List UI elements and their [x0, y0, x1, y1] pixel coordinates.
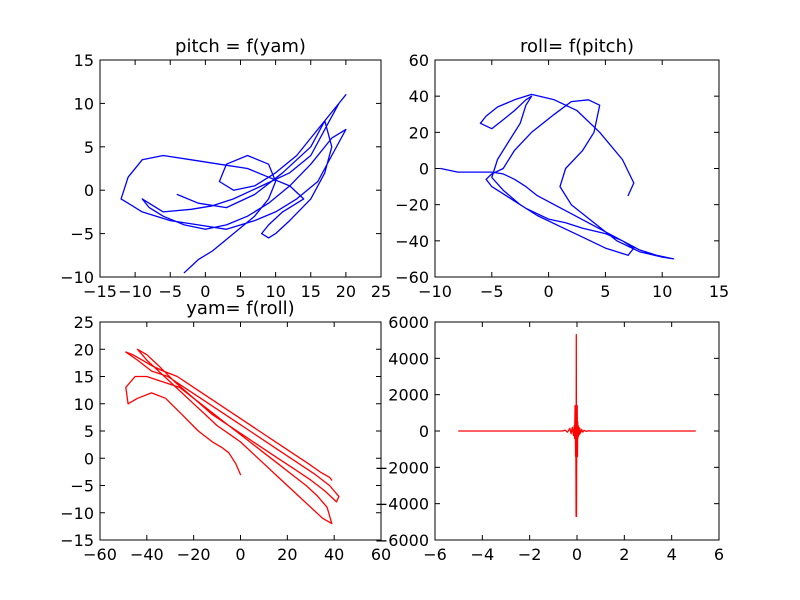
spike-xtick-label: −2: [518, 545, 542, 564]
pitch-vs-yaw-ytick-label: −10: [60, 268, 94, 287]
roll-vs-pitch-title: roll= f(pitch): [520, 36, 634, 57]
pitch-vs-yaw-xtick-label: −15: [83, 282, 117, 301]
roll-vs-pitch-ytick-label: −60: [395, 268, 429, 287]
yaw-vs-roll-ytick-label: 25: [74, 313, 94, 332]
yaw-vs-roll-ytick-label: 15: [74, 368, 94, 387]
yaw-vs-roll-ytick-label: 0: [84, 449, 94, 468]
pitch-vs-yaw-series-line: [120, 94, 347, 274]
spike-xtick-label: 4: [667, 545, 677, 564]
spike-xtick-label: 2: [619, 545, 629, 564]
roll-vs-pitch-series-line: [440, 93, 675, 260]
spike-ytick-label: 2000: [388, 386, 429, 405]
pitch-vs-yaw-xtick-label: 10: [265, 282, 285, 301]
yaw-vs-roll-xtick-label: 40: [324, 545, 344, 564]
yaw-vs-roll-ytick-label: −10: [60, 504, 94, 523]
pitch-vs-yaw-ytick-label: 0: [84, 181, 94, 200]
roll-vs-pitch-ytick-label: 0: [419, 160, 429, 179]
yaw-vs-roll-xtick-label: 0: [235, 545, 245, 564]
pitch-vs-yaw-ytick-label: 10: [74, 94, 94, 113]
yaw-vs-roll-xtick-label: −20: [177, 545, 211, 564]
yaw-vs-roll-panel: −60 −40 −20 0 20 40 60 −15 −10 −5 0 5 10 15 20 25 yam= f…: [60, 298, 391, 564]
pitch-vs-yaw-xtick-label: 20: [336, 282, 356, 301]
pitch-vs-yaw-xtick-label: 15: [301, 282, 321, 301]
roll-vs-pitch-ytick-label: 60: [409, 51, 429, 70]
roll-vs-pitch-ytick-label: 40: [409, 87, 429, 106]
pitch-vs-yaw-xtick-label: 0: [200, 282, 210, 301]
yaw-vs-roll-title: yam= f(roll): [186, 298, 294, 319]
spike-xtick-label: 6: [714, 545, 724, 564]
spike-ytick-label: −4000: [375, 495, 429, 514]
pitch-vs-yaw-title: pitch = f(yam): [175, 36, 306, 57]
roll-vs-pitch-axes-frame: [434, 59, 720, 278]
yaw-vs-roll-xtick-label: 60: [371, 545, 391, 564]
pitch-vs-yaw-panel: −15 −10 −5 0 5 10 15 20 25 −10 −5 0 5 10 15 pitch = f(y…: [60, 36, 391, 301]
spike-ytick-label: 0: [419, 422, 429, 441]
roll-vs-pitch-ytick-label: 20: [409, 123, 429, 142]
spike-ytick-label: −6000: [375, 531, 429, 550]
spike-series-line: [458, 334, 696, 518]
yaw-vs-roll-xtick-label: 20: [277, 545, 297, 564]
roll-vs-pitch-xtick-label: 5: [600, 282, 610, 301]
spike-xtick-label: 0: [572, 545, 582, 564]
roll-vs-pitch-xtick-label: 0: [544, 282, 554, 301]
roll-vs-pitch-panel: −10 −5 0 5 10 15 −60 −40 −20 0 20 40 60 roll= f(pitch…: [395, 36, 729, 301]
spike-panel: −6 −4 −2 0 2 4 6 −6000 −4000 −2000 0 2000 4000 6000: [375, 313, 724, 564]
yaw-vs-roll-ytick-label: 10: [74, 395, 94, 414]
pitch-vs-yaw-ytick-label: 5: [84, 138, 94, 157]
pitch-vs-yaw-xtick-label: −5: [158, 282, 182, 301]
pitch-vs-yaw-xtick-label: 5: [235, 282, 245, 301]
yaw-vs-roll-xtick-label: −40: [130, 545, 164, 564]
spike-ytick-label: 4000: [388, 349, 429, 368]
roll-vs-pitch-xtick-label: −5: [480, 282, 504, 301]
pitch-vs-yaw-ytick-label: 15: [74, 51, 94, 70]
yaw-vs-roll-ytick-label: 5: [84, 422, 94, 441]
pitch-vs-yaw-xtick-label: −10: [118, 282, 152, 301]
yaw-vs-roll-ytick-label: −15: [60, 531, 94, 550]
yaw-vs-roll-ytick-label: −5: [70, 477, 94, 496]
pitch-vs-yaw-axes-frame: [99, 59, 382, 278]
roll-vs-pitch-ytick-label: −20: [395, 196, 429, 215]
yaw-vs-roll-ytick-label: 20: [74, 340, 94, 359]
spike-ytick-label: 6000: [388, 313, 429, 332]
spike-xtick-label: −6: [423, 545, 447, 564]
roll-vs-pitch-ytick-label: −40: [395, 232, 429, 251]
roll-vs-pitch-xtick-label: 10: [652, 282, 672, 301]
yaw-vs-roll-xtick-label: −60: [83, 545, 117, 564]
spike-ytick-label: −2000: [375, 458, 429, 477]
roll-vs-pitch-xtick-label: 15: [709, 282, 729, 301]
spike-xtick-label: −4: [471, 545, 495, 564]
pitch-vs-yaw-xtick-label: 25: [371, 282, 391, 301]
pitch-vs-yaw-ytick-label: −5: [70, 225, 94, 244]
yaw-vs-roll-series-line: [125, 348, 340, 525]
roll-vs-pitch-xtick-label: −10: [418, 282, 452, 301]
